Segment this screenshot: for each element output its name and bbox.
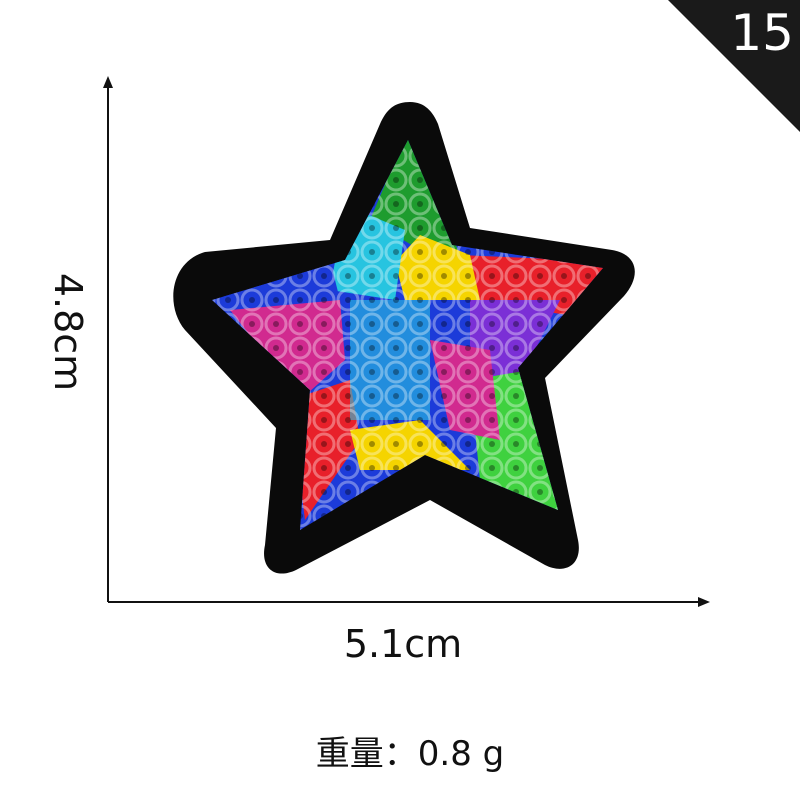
width-dimension-label: 5.1cm (343, 622, 463, 666)
weight-label: 重量：0.8 g (315, 734, 505, 774)
badge-number: 15 (730, 4, 794, 62)
